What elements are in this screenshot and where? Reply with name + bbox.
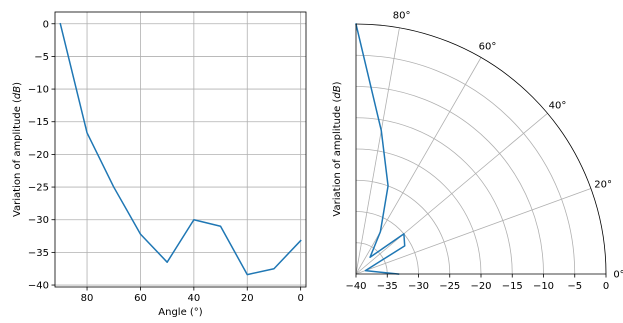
- polar-series: [355, 23, 406, 275]
- polar-r-gridline: [355, 117, 513, 275]
- cartesian-grid: [55, 12, 306, 287]
- x-tick-label: 40: [187, 293, 200, 304]
- polar-r-tick-label: −40: [345, 281, 366, 292]
- polar-r-tick-label: −30: [408, 281, 429, 292]
- polar-r-tick-label: −5: [567, 281, 582, 292]
- y-tick-label: −5: [34, 52, 49, 63]
- polar-r-gridline: [355, 211, 419, 275]
- polar-theta-tick-label: 20°: [594, 180, 612, 191]
- y-tick-label: −20: [28, 150, 49, 161]
- cartesian-x-axis-label: Angle (°): [158, 307, 203, 318]
- polar-r-tick-label: −15: [502, 281, 523, 292]
- polar-y-axis-label: Variation of amplitude (dB): [332, 81, 343, 216]
- polar-r-tick-label: −10: [533, 281, 554, 292]
- y-tick-label: −15: [28, 117, 49, 128]
- cartesian-x-ticks: 80 60 40 20 0: [81, 287, 304, 304]
- polar-theta-tick-label: 60°: [479, 42, 497, 53]
- cartesian-y-axis-label: Variation of amplitude (dB): [12, 82, 23, 217]
- x-tick-label: 20: [241, 293, 254, 304]
- polar-theta-gridline: [355, 188, 592, 275]
- x-tick-label: 60: [134, 293, 147, 304]
- polar-theta-tick-label: 0°: [613, 270, 623, 281]
- polar-outer-arc: [355, 23, 607, 275]
- polar-r-tick-label: −35: [377, 281, 398, 292]
- polar-r-tick-label: −25: [439, 281, 460, 292]
- cartesian-line-chart: 80 60 40 20 0 0 −5 −10 −15 −20 −25 −30 −35 −40 Angle…: [12, 11, 307, 318]
- polar-theta-gridline: [355, 27, 400, 275]
- y-tick-label: 0: [43, 19, 49, 30]
- polar-theta-tick-label: 40°: [549, 100, 567, 111]
- polar-r-tick-label: 0: [603, 281, 609, 292]
- polar-r-gridline: [355, 148, 482, 275]
- polar-grid: [355, 27, 592, 275]
- polar-amplitude-line: [355, 23, 406, 275]
- polar-r-tick-label: −20: [470, 281, 491, 292]
- y-tick-label: −30: [28, 215, 49, 226]
- polar-theta-gridline: [355, 112, 548, 275]
- y-tick-label: −40: [28, 281, 49, 292]
- polar-line-chart: −40 −35 −30 −25 −20 −15 −10 −5 0 0°20°40°60°80° …: [332, 10, 623, 292]
- polar-r-gridline: [355, 54, 576, 275]
- x-tick-label: 0: [297, 293, 303, 304]
- polar-theta-tick-label: 80°: [393, 10, 411, 21]
- polar-angle-ticks: 0° 20° 40° 60° 80°: [393, 10, 623, 280]
- cartesian-series: [59, 22, 302, 276]
- amplitude-line: [59, 22, 302, 276]
- y-tick-label: −10: [28, 85, 49, 96]
- y-tick-label: −25: [28, 183, 49, 194]
- cartesian-y-ticks: 0 −5 −10 −15 −20 −25 −30 −35 −40: [28, 19, 55, 292]
- polar-r-gridline: [355, 179, 451, 275]
- polar-r-gridline: [355, 86, 544, 275]
- polar-theta-gridline: [355, 57, 482, 275]
- y-tick-label: −35: [28, 248, 49, 259]
- x-tick-label: 80: [81, 293, 94, 304]
- polar-radial-ticks: −40 −35 −30 −25 −20 −15 −10 −5 0: [345, 274, 609, 292]
- cartesian-plot-frame: [54, 11, 307, 288]
